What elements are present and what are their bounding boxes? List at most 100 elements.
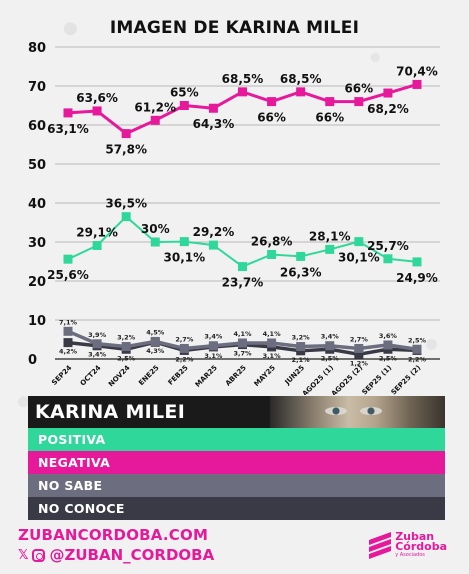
data-label-positiva: 30%: [141, 222, 170, 236]
brand-logo: Zuban Córdoba y Asociados: [369, 530, 447, 559]
website-link[interactable]: ZUBANCORDOBA.COM: [18, 526, 209, 544]
y-tick-label: 0: [28, 353, 37, 368]
data-label-positiva: 24,9%: [396, 271, 438, 285]
data-label-no-sabe: 2,7%: [350, 335, 369, 343]
data-label-positiva: 25,7%: [367, 239, 409, 253]
data-label-negativa: 66%: [344, 82, 373, 96]
data-label-negativa: 65%: [170, 86, 199, 100]
data-label-no-conoce: 4,2%: [59, 348, 78, 356]
social-handle-row: 𝕏 @ZUBAN_CORDOBA: [18, 546, 214, 564]
data-point-negativa: [150, 115, 160, 125]
data-point-no-sabe: [267, 338, 277, 348]
brand-subtitle: y Asociados: [395, 551, 425, 558]
data-point-negativa: [179, 101, 189, 110]
data-point-positiva: [267, 249, 277, 259]
social-handle[interactable]: @ZUBAN_CORDOBA: [49, 546, 215, 564]
data-label-no-sabe: 3,6%: [379, 332, 398, 340]
data-point-no-sabe: [296, 342, 306, 352]
data-label-positiva: 25,6%: [47, 268, 89, 282]
data-point-negativa: [238, 87, 247, 97]
legend-header: KARINA MILEI: [28, 396, 445, 428]
data-label-positiva: 23,7%: [222, 276, 264, 290]
data-point-no-sabe: [179, 343, 189, 353]
data-label-positiva: 29,2%: [193, 225, 235, 239]
x-icon[interactable]: 𝕏: [18, 547, 29, 563]
data-label-positiva: 29,1%: [76, 226, 118, 240]
data-label-no-sabe: 7,1%: [59, 318, 78, 326]
data-label-negativa: 68,5%: [222, 72, 264, 86]
y-tick-label: 70: [28, 80, 46, 95]
data-point-negativa: [208, 103, 218, 113]
portrait-image: [270, 396, 445, 428]
portrait-eye-icon: [360, 407, 382, 415]
y-tick-label: 20: [28, 275, 46, 290]
data-label-positiva: 28,1%: [309, 229, 351, 243]
data-label-no-sabe: 3,2%: [292, 334, 311, 342]
data-label-positiva: 36,5%: [105, 197, 147, 211]
data-point-negativa: [383, 88, 393, 98]
data-point-negativa: [296, 87, 306, 97]
data-label-no-conoce: 3,4%: [88, 351, 107, 359]
legend-item-negativa: NEGATIVA: [28, 451, 445, 474]
data-point-negativa: [354, 97, 364, 107]
data-label-no-conoce: 2,2%: [175, 355, 194, 363]
data-point-positiva: [383, 254, 393, 264]
chart-title: IMAGEN DE KARINA MILEI: [109, 18, 360, 38]
data-label-positiva: 26,8%: [251, 234, 293, 248]
data-point-positiva: [238, 262, 247, 272]
data-label-positiva: 26,3%: [280, 265, 322, 279]
data-point-no-sabe: [92, 339, 102, 349]
data-point-positiva: [354, 237, 364, 247]
data-point-positiva: [296, 251, 306, 261]
data-label-negativa: 61,2%: [134, 100, 176, 114]
data-point-positiva: [121, 212, 131, 222]
data-point-negativa: [412, 79, 422, 89]
data-label-negativa: 66%: [257, 111, 286, 125]
brand-name-line-1: Zuban: [395, 530, 435, 543]
data-point-positiva: [325, 244, 335, 254]
x-tick-label: JUN25: [283, 364, 306, 387]
data-label-no-sabe: 3,4%: [204, 333, 223, 341]
legend-item-no-conoce: NO CONOCE: [28, 497, 445, 520]
y-tick-label: 40: [28, 197, 46, 212]
data-label-no-conoce: 3,7%: [233, 350, 252, 358]
data-label-negativa: 64,3%: [193, 117, 235, 131]
data-label-negativa: 66%: [315, 111, 344, 125]
legend-item-positiva: POSITIVA: [28, 428, 445, 451]
data-label-negativa: 68,5%: [280, 72, 322, 86]
data-label-no-sabe: 4,5%: [146, 328, 165, 336]
data-label-negativa: 63,1%: [47, 122, 89, 136]
portrait-eye-icon: [325, 407, 347, 415]
data-label-no-sabe: 3,9%: [88, 331, 107, 339]
data-point-no-conoce: [63, 338, 73, 348]
y-tick-label: 10: [28, 314, 46, 329]
data-point-no-sabe: [208, 341, 218, 351]
data-point-no-sabe: [383, 340, 393, 350]
x-tick-label: MAY25: [253, 364, 278, 389]
y-tick-label: 30: [28, 236, 46, 251]
data-point-no-conoce: [354, 349, 364, 359]
y-tick-label: 80: [28, 41, 46, 56]
data-label-no-conoce: 3,1%: [204, 352, 223, 360]
data-point-negativa: [325, 97, 335, 107]
instagram-icon[interactable]: [32, 548, 46, 562]
brand-name-line-2: Córdoba: [395, 540, 447, 554]
data-label-no-conoce: 2,5%: [117, 354, 136, 362]
data-label-negativa: 63,6%: [76, 91, 118, 105]
data-label-negativa: 57,8%: [105, 143, 147, 157]
data-point-no-sabe: [238, 338, 247, 348]
data-label-no-sabe: 2,5%: [408, 336, 427, 344]
x-tick-label: SEP24: [50, 364, 73, 387]
data-point-no-sabe: [354, 343, 364, 353]
data-point-positiva: [150, 237, 160, 247]
data-label-negativa: 68,2%: [367, 102, 409, 116]
legend-item-no-sabe: NO SABE: [28, 474, 445, 497]
legend-person-name: KARINA MILEI: [35, 401, 186, 423]
data-label-no-conoce: 2,5%: [379, 354, 398, 362]
data-label-positiva: 30,1%: [164, 251, 206, 265]
zuban-cordoba-logo-icon: [369, 531, 392, 559]
data-point-positiva: [412, 257, 422, 267]
data-label-no-sabe: 2,7%: [175, 335, 194, 343]
data-label-no-sabe: 4,1%: [263, 330, 282, 338]
data-point-negativa: [92, 106, 102, 116]
